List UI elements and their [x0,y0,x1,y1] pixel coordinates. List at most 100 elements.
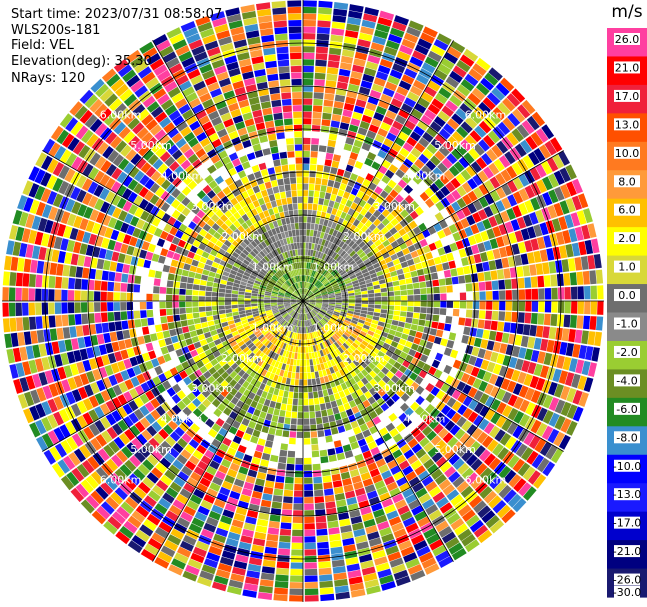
range-gate [318,285,325,291]
range-gate [251,354,258,362]
range-gate [440,338,448,347]
range-gate [331,315,338,321]
range-gate [435,329,444,338]
range-gate [356,493,368,503]
range-gate [133,408,145,420]
range-gate [264,274,272,280]
range-gate [349,77,361,86]
range-gate [554,415,566,430]
range-gate [88,423,100,437]
range-gate [317,158,325,166]
range-gate [295,306,300,312]
range-gate [233,211,241,220]
range-gate [85,220,95,233]
range-gate [284,364,290,371]
range-gate [211,423,221,433]
range-gate [468,399,479,411]
range-gate [32,245,41,259]
range-gate [308,303,315,307]
range-gate [350,333,358,339]
range-gate [202,223,211,232]
range-gate [482,134,495,148]
range-gate [317,313,323,319]
range-gate [303,412,310,419]
range-gate [396,423,406,433]
range-gate [75,125,89,140]
range-gate [305,282,307,289]
range-gate [225,263,233,270]
range-gate [225,393,234,402]
range-gate [513,396,524,410]
range-gate [227,496,239,506]
range-gate [89,209,100,222]
range-gate [196,190,206,200]
range-gate [398,321,405,328]
range-gate [301,333,303,340]
range-gate [587,223,597,238]
range-gate [317,27,330,34]
range-gate [409,372,418,381]
range-gate [309,301,316,303]
range-gate [303,118,312,125]
range-gate [428,242,437,251]
range-gate [84,114,98,128]
range-gate [297,412,303,419]
range-gate [270,454,279,463]
range-gate [146,309,154,318]
range-gate [474,233,483,244]
range-gate [356,336,363,343]
range-gate [253,266,261,273]
range-gate [361,327,369,334]
range-gate [390,340,399,348]
range-gate [120,349,129,360]
range-gate [309,296,315,299]
range-gate [124,213,134,224]
range-gate [129,328,137,338]
range-gate [261,354,268,361]
range-gate [490,190,501,202]
range-gate [183,332,191,340]
range-gate [290,318,295,324]
range-gate [303,52,315,60]
range-gate [333,312,340,317]
range-gate [392,120,404,131]
range-gate [263,486,274,495]
range-gate [396,50,411,62]
range-gate [413,288,421,295]
range-gate [135,505,150,518]
range-gate [280,288,286,293]
range-gate [414,206,424,216]
range-gate [522,265,531,277]
range-gate [401,333,409,341]
range-gate [161,401,171,412]
range-gate [183,482,195,494]
range-gate [183,376,192,386]
range-gate [116,506,130,520]
range-gate [326,311,333,316]
range-gate [262,559,276,568]
range-gate [304,262,307,269]
range-gate [379,313,387,319]
range-gate [191,517,205,528]
range-gate [314,292,321,296]
range-gate [584,286,591,300]
range-gate [473,402,484,414]
range-gate [345,329,353,336]
range-gate [232,251,240,259]
range-gate [212,334,220,341]
range-gate [316,350,322,358]
range-gate [317,273,322,280]
range-gate [159,151,171,163]
range-gate [264,264,271,271]
range-gate [377,64,391,75]
range-gate [113,282,121,292]
range-gate [315,53,328,61]
range-gate [289,431,297,438]
range-gate [303,20,316,27]
range-gate [173,220,182,229]
range-gate [128,265,137,275]
range-gate [176,203,186,213]
range-gate [375,105,387,116]
range-gate [587,255,596,270]
range-gate [414,44,429,56]
